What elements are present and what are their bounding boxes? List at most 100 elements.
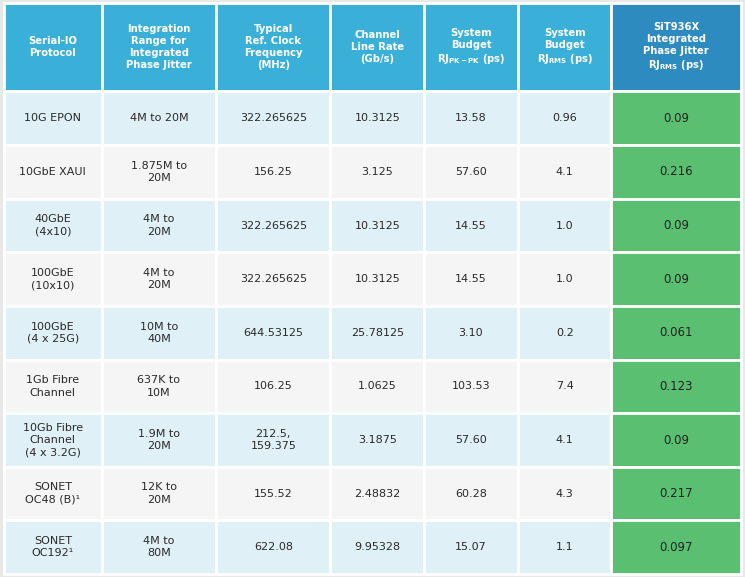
Bar xyxy=(4,467,102,520)
Bar xyxy=(102,198,216,252)
Text: Channel
Line Rate
(Gb/s): Channel Line Rate (Gb/s) xyxy=(351,30,404,64)
Bar xyxy=(4,359,102,413)
Text: 3.1875: 3.1875 xyxy=(358,435,397,445)
Bar xyxy=(216,359,331,413)
Bar xyxy=(4,306,102,359)
Text: SiT936X
Integrated
Phase Jitter
RJ$_\mathregular{RMS}$ (ps): SiT936X Integrated Phase Jitter RJ$_\mat… xyxy=(644,22,709,72)
Text: 322.265625: 322.265625 xyxy=(240,113,307,123)
Bar xyxy=(424,467,518,520)
Text: Integration
Range for
Integrated
Phase Jitter: Integration Range for Integrated Phase J… xyxy=(126,24,192,70)
Text: 1.9M to
20M: 1.9M to 20M xyxy=(138,429,180,451)
Bar xyxy=(424,306,518,359)
Text: 3.125: 3.125 xyxy=(361,167,393,177)
Bar xyxy=(518,3,612,91)
Bar xyxy=(102,145,216,198)
Text: 13.58: 13.58 xyxy=(455,113,486,123)
Text: SONET
OC48 (B)¹: SONET OC48 (B)¹ xyxy=(25,482,80,505)
Text: 100GbE
(10x10): 100GbE (10x10) xyxy=(31,268,74,290)
Text: 622.08: 622.08 xyxy=(254,542,293,552)
Text: 4M to
20M: 4M to 20M xyxy=(143,214,174,237)
Bar xyxy=(216,198,331,252)
Bar xyxy=(331,306,424,359)
Text: 4.1: 4.1 xyxy=(556,167,574,177)
Text: 4.3: 4.3 xyxy=(556,489,574,499)
Text: 1.1: 1.1 xyxy=(556,542,574,552)
Text: System
Budget
RJ$_\mathregular{PK-PK}$ (ps): System Budget RJ$_\mathregular{PK-PK}$ (… xyxy=(437,28,505,66)
Text: 25.78125: 25.78125 xyxy=(351,328,404,338)
Bar xyxy=(102,252,216,306)
Text: 9.95328: 9.95328 xyxy=(354,542,400,552)
Text: Serial-IO
Protocol: Serial-IO Protocol xyxy=(28,36,77,58)
Bar xyxy=(102,520,216,574)
Bar xyxy=(216,467,331,520)
Bar xyxy=(216,145,331,198)
Text: 10GbE XAUI: 10GbE XAUI xyxy=(19,167,86,177)
Text: 1.0: 1.0 xyxy=(556,220,574,230)
Bar xyxy=(216,252,331,306)
Text: 4.1: 4.1 xyxy=(556,435,574,445)
Bar xyxy=(216,3,331,91)
Text: 0.09: 0.09 xyxy=(663,273,689,286)
Bar xyxy=(518,306,612,359)
Bar xyxy=(331,467,424,520)
Text: 0.09: 0.09 xyxy=(663,219,689,232)
Bar xyxy=(612,252,741,306)
Bar xyxy=(424,359,518,413)
Bar xyxy=(331,413,424,467)
Bar xyxy=(102,467,216,520)
Bar xyxy=(216,306,331,359)
Bar xyxy=(424,198,518,252)
Bar xyxy=(216,413,331,467)
Bar xyxy=(216,91,331,145)
Text: 644.53125: 644.53125 xyxy=(244,328,303,338)
Text: 10G EPON: 10G EPON xyxy=(25,113,81,123)
Bar xyxy=(102,359,216,413)
Bar xyxy=(424,252,518,306)
Bar xyxy=(4,91,102,145)
Text: 155.52: 155.52 xyxy=(254,489,293,499)
Text: 7.4: 7.4 xyxy=(556,381,574,391)
Bar xyxy=(424,3,518,91)
Text: 0.216: 0.216 xyxy=(659,166,693,178)
Text: Typical
Ref. Clock
Frequency
(MHz): Typical Ref. Clock Frequency (MHz) xyxy=(244,24,302,70)
Text: 12K to
20M: 12K to 20M xyxy=(141,482,177,505)
Text: 0.097: 0.097 xyxy=(659,541,693,554)
Text: 14.55: 14.55 xyxy=(455,274,486,284)
Bar xyxy=(612,467,741,520)
Bar xyxy=(518,252,612,306)
Bar xyxy=(424,413,518,467)
Bar xyxy=(518,145,612,198)
Text: 0.061: 0.061 xyxy=(659,326,693,339)
Text: 10M to
40M: 10M to 40M xyxy=(140,321,178,344)
Bar xyxy=(102,91,216,145)
Bar xyxy=(518,520,612,574)
Bar xyxy=(612,145,741,198)
Bar xyxy=(331,359,424,413)
Text: System
Budget
RJ$_\mathregular{RMS}$ (ps): System Budget RJ$_\mathregular{RMS}$ (ps… xyxy=(536,28,592,66)
Text: 0.123: 0.123 xyxy=(659,380,693,393)
Text: 1.0: 1.0 xyxy=(556,274,574,284)
Bar xyxy=(4,198,102,252)
Bar xyxy=(102,413,216,467)
Text: 637K to
10M: 637K to 10M xyxy=(138,375,180,398)
Text: 4M to
20M: 4M to 20M xyxy=(143,268,174,290)
Text: 0.09: 0.09 xyxy=(663,112,689,125)
Bar xyxy=(331,91,424,145)
Bar xyxy=(612,3,741,91)
Text: 2.48832: 2.48832 xyxy=(354,489,400,499)
Bar xyxy=(4,3,102,91)
Bar xyxy=(424,91,518,145)
Text: 57.60: 57.60 xyxy=(455,167,486,177)
Text: 0.96: 0.96 xyxy=(552,113,577,123)
Text: 1Gb Fibre
Channel: 1Gb Fibre Channel xyxy=(26,375,79,398)
Text: 10Gb Fibre
Channel
(4 x 3.2G): 10Gb Fibre Channel (4 x 3.2G) xyxy=(22,422,83,458)
Bar xyxy=(612,413,741,467)
Text: 10.3125: 10.3125 xyxy=(355,274,400,284)
Bar xyxy=(4,413,102,467)
Text: 14.55: 14.55 xyxy=(455,220,486,230)
Bar xyxy=(424,145,518,198)
Bar xyxy=(4,145,102,198)
Text: 322.265625: 322.265625 xyxy=(240,274,307,284)
Text: 60.28: 60.28 xyxy=(455,489,487,499)
Bar xyxy=(216,520,331,574)
